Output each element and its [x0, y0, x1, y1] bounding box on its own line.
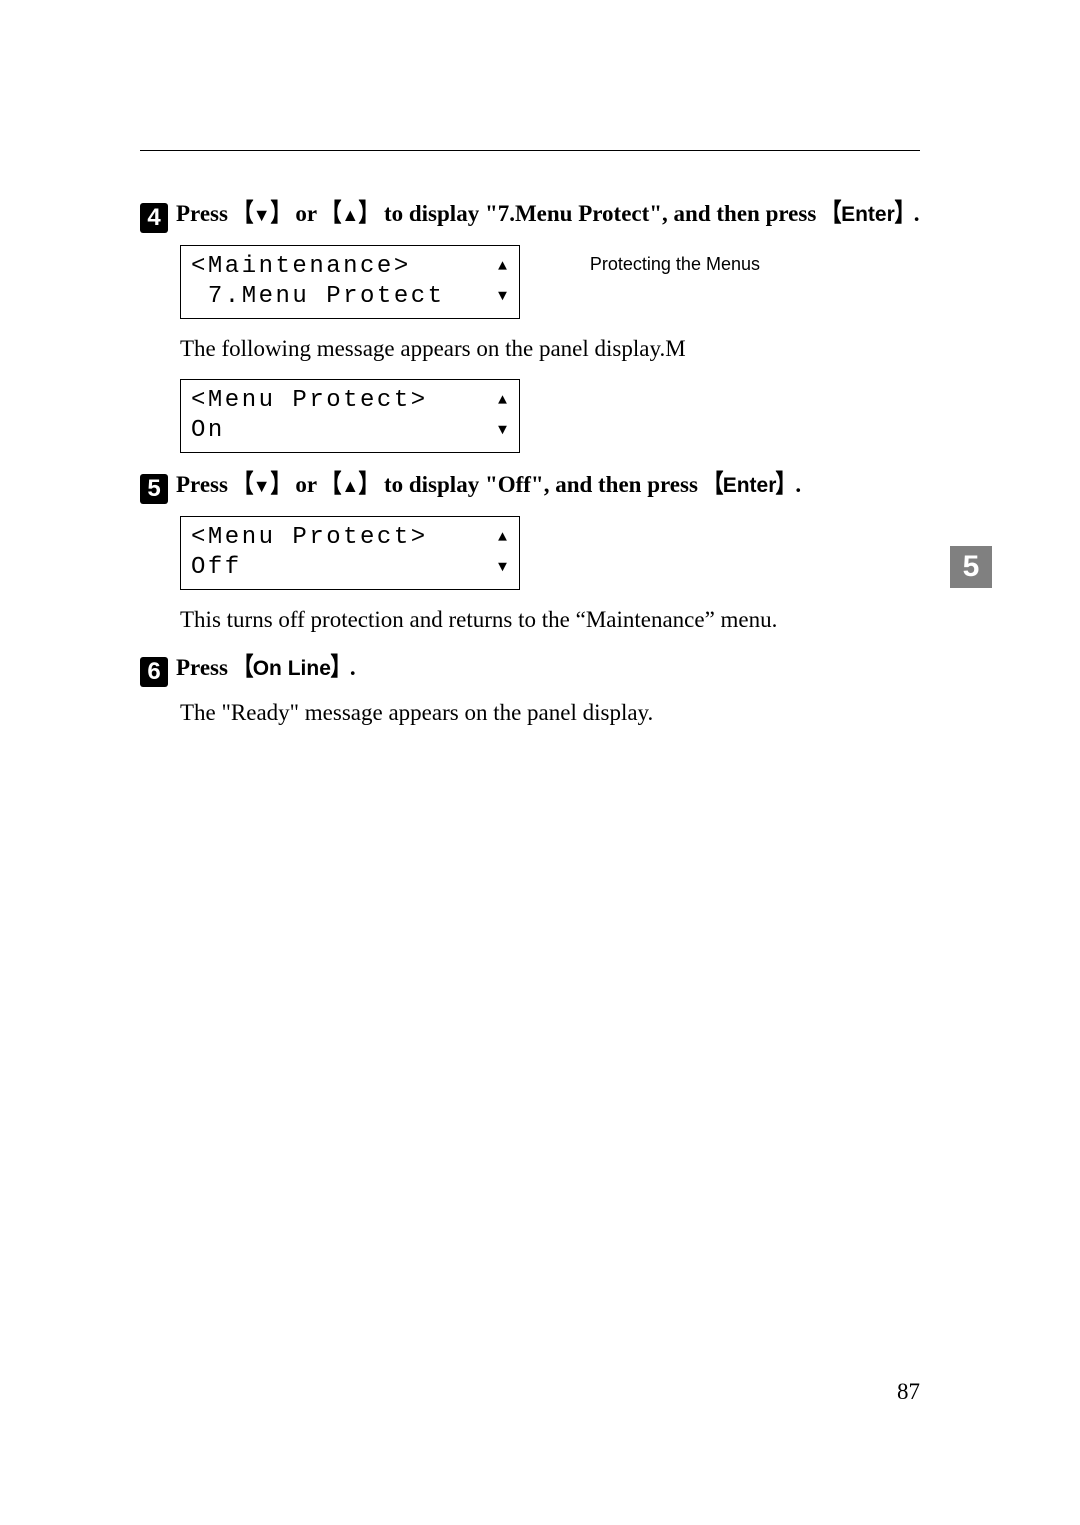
text-mid: to display "Off", and then press — [378, 472, 703, 497]
step-number-badge: 5 — [140, 474, 168, 504]
lcd-text: 7.Menu Protect — [191, 282, 445, 312]
lcd-line-2: 7.Menu Protect ▼ — [191, 282, 509, 312]
scroll-down-icon: ▼ — [498, 559, 507, 578]
step-number-badge: 6 — [140, 657, 168, 687]
lcd-display-maintenance: <Maintenance> ▲ 7.Menu Protect ▼ — [180, 245, 520, 319]
step-6-result-text: The "Ready" message appears on the panel… — [180, 697, 920, 729]
up-arrow-icon: ▲ — [341, 474, 359, 499]
bracket-open-icon: 【 — [822, 196, 842, 231]
text-press: Press — [176, 201, 234, 226]
scroll-up-icon: ▲ — [498, 392, 507, 411]
lcd-text: On — [191, 416, 225, 446]
lcd-text: <Menu Protect> — [191, 386, 428, 416]
text-end: . — [795, 472, 801, 497]
scroll-up-icon: ▲ — [498, 258, 507, 277]
lcd-text: Off — [191, 553, 242, 583]
header-section-title: Protecting the Menus — [590, 254, 760, 275]
bracket-close-icon: 】 — [270, 196, 290, 231]
header-block: Protecting the Menus — [140, 116, 920, 181]
chapter-tab: 5 — [950, 546, 992, 588]
down-arrow-icon: ▼ — [253, 474, 271, 499]
down-arrow-icon: ▼ — [253, 203, 271, 228]
step-4-result-text: The following message appears on the pan… — [180, 333, 920, 365]
step-6: 6 Press 【On Line】. — [140, 650, 920, 685]
bracket-open-icon: 【 — [233, 650, 253, 685]
bracket-open-icon: 【 — [322, 196, 342, 231]
lcd-text: <Maintenance> — [191, 252, 411, 282]
on-line-key-label: On Line — [253, 657, 331, 680]
enter-key-label: Enter — [841, 203, 895, 226]
lcd-line-1: <Menu Protect> ▲ — [191, 523, 509, 553]
text-end: . — [914, 201, 920, 226]
bracket-close-icon: 】 — [359, 467, 379, 502]
scroll-down-icon: ▼ — [498, 422, 507, 441]
text-or: or — [290, 201, 323, 226]
bracket-close-icon: 】 — [270, 467, 290, 502]
lcd-line-2: Off ▼ — [191, 553, 509, 583]
step-instruction: Press 【▼】 or 【▲】 to display "Off", and t… — [176, 467, 801, 502]
step-instruction: Press 【On Line】. — [176, 650, 356, 685]
bracket-close-icon: 】 — [894, 196, 914, 231]
text-mid: to display "7.Menu Protect", and then pr… — [378, 201, 822, 226]
enter-key-label: Enter — [723, 474, 777, 497]
lcd-line-1: <Maintenance> ▲ — [191, 252, 509, 282]
up-arrow-icon: ▲ — [341, 203, 359, 228]
page-container: Protecting the Menus 4 Press 【▼】 or 【▲】 … — [0, 0, 1080, 1525]
bracket-open-icon: 【 — [233, 467, 253, 502]
text-end: . — [350, 655, 356, 680]
text-or: or — [290, 472, 323, 497]
bracket-open-icon: 【 — [322, 467, 342, 502]
step-instruction: Press 【▼】 or 【▲】 to display "7.Menu Prot… — [176, 196, 920, 231]
lcd-display-menu-protect-on: <Menu Protect> ▲ On ▼ — [180, 379, 520, 453]
text-press: Press — [176, 472, 234, 497]
text-press: Press — [176, 655, 234, 680]
step-5: 5 Press 【▼】 or 【▲】 to display "Off", and… — [140, 467, 920, 502]
bracket-open-icon: 【 — [703, 467, 723, 502]
page-number: 87 — [897, 1379, 920, 1405]
content: 4 Press 【▼】 or 【▲】 to display "7.Menu Pr… — [140, 196, 920, 730]
lcd-line-2: On ▼ — [191, 416, 509, 446]
lcd-line-1: <Menu Protect> ▲ — [191, 386, 509, 416]
scroll-down-icon: ▼ — [498, 288, 507, 307]
bracket-close-icon: 】 — [776, 467, 796, 502]
step-4: 4 Press 【▼】 or 【▲】 to display "7.Menu Pr… — [140, 196, 920, 231]
header-divider — [140, 150, 920, 151]
bracket-close-icon: 】 — [359, 196, 379, 231]
bracket-open-icon: 【 — [233, 196, 253, 231]
lcd-display-menu-protect-off: <Menu Protect> ▲ Off ▼ — [180, 516, 520, 590]
step-number-badge: 4 — [140, 203, 168, 233]
step-5-result-text: This turns off protection and returns to… — [180, 604, 920, 636]
bracket-close-icon: 】 — [330, 650, 350, 685]
lcd-text: <Menu Protect> — [191, 523, 428, 553]
scroll-up-icon: ▲ — [498, 529, 507, 548]
